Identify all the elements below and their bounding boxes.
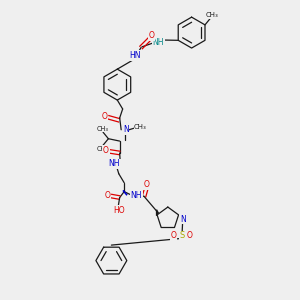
Text: CH₃: CH₃ bbox=[134, 124, 147, 130]
Text: O: O bbox=[144, 180, 150, 189]
Text: O: O bbox=[149, 32, 155, 40]
Text: O: O bbox=[186, 232, 192, 241]
Text: N: N bbox=[180, 215, 185, 224]
Text: NH: NH bbox=[109, 160, 120, 169]
Text: CH₃: CH₃ bbox=[96, 126, 108, 132]
Text: O: O bbox=[103, 146, 109, 155]
Text: O: O bbox=[171, 232, 177, 241]
Text: S: S bbox=[179, 232, 185, 241]
Text: CH₃: CH₃ bbox=[205, 12, 218, 18]
Text: NH: NH bbox=[130, 191, 142, 200]
Text: NH: NH bbox=[153, 38, 164, 47]
Polygon shape bbox=[157, 210, 158, 216]
Text: HN: HN bbox=[129, 51, 141, 60]
Text: O: O bbox=[104, 191, 110, 200]
Text: N: N bbox=[123, 125, 129, 134]
Text: CH₃: CH₃ bbox=[96, 146, 108, 152]
Text: HO: HO bbox=[113, 206, 124, 215]
Text: O: O bbox=[101, 112, 107, 121]
